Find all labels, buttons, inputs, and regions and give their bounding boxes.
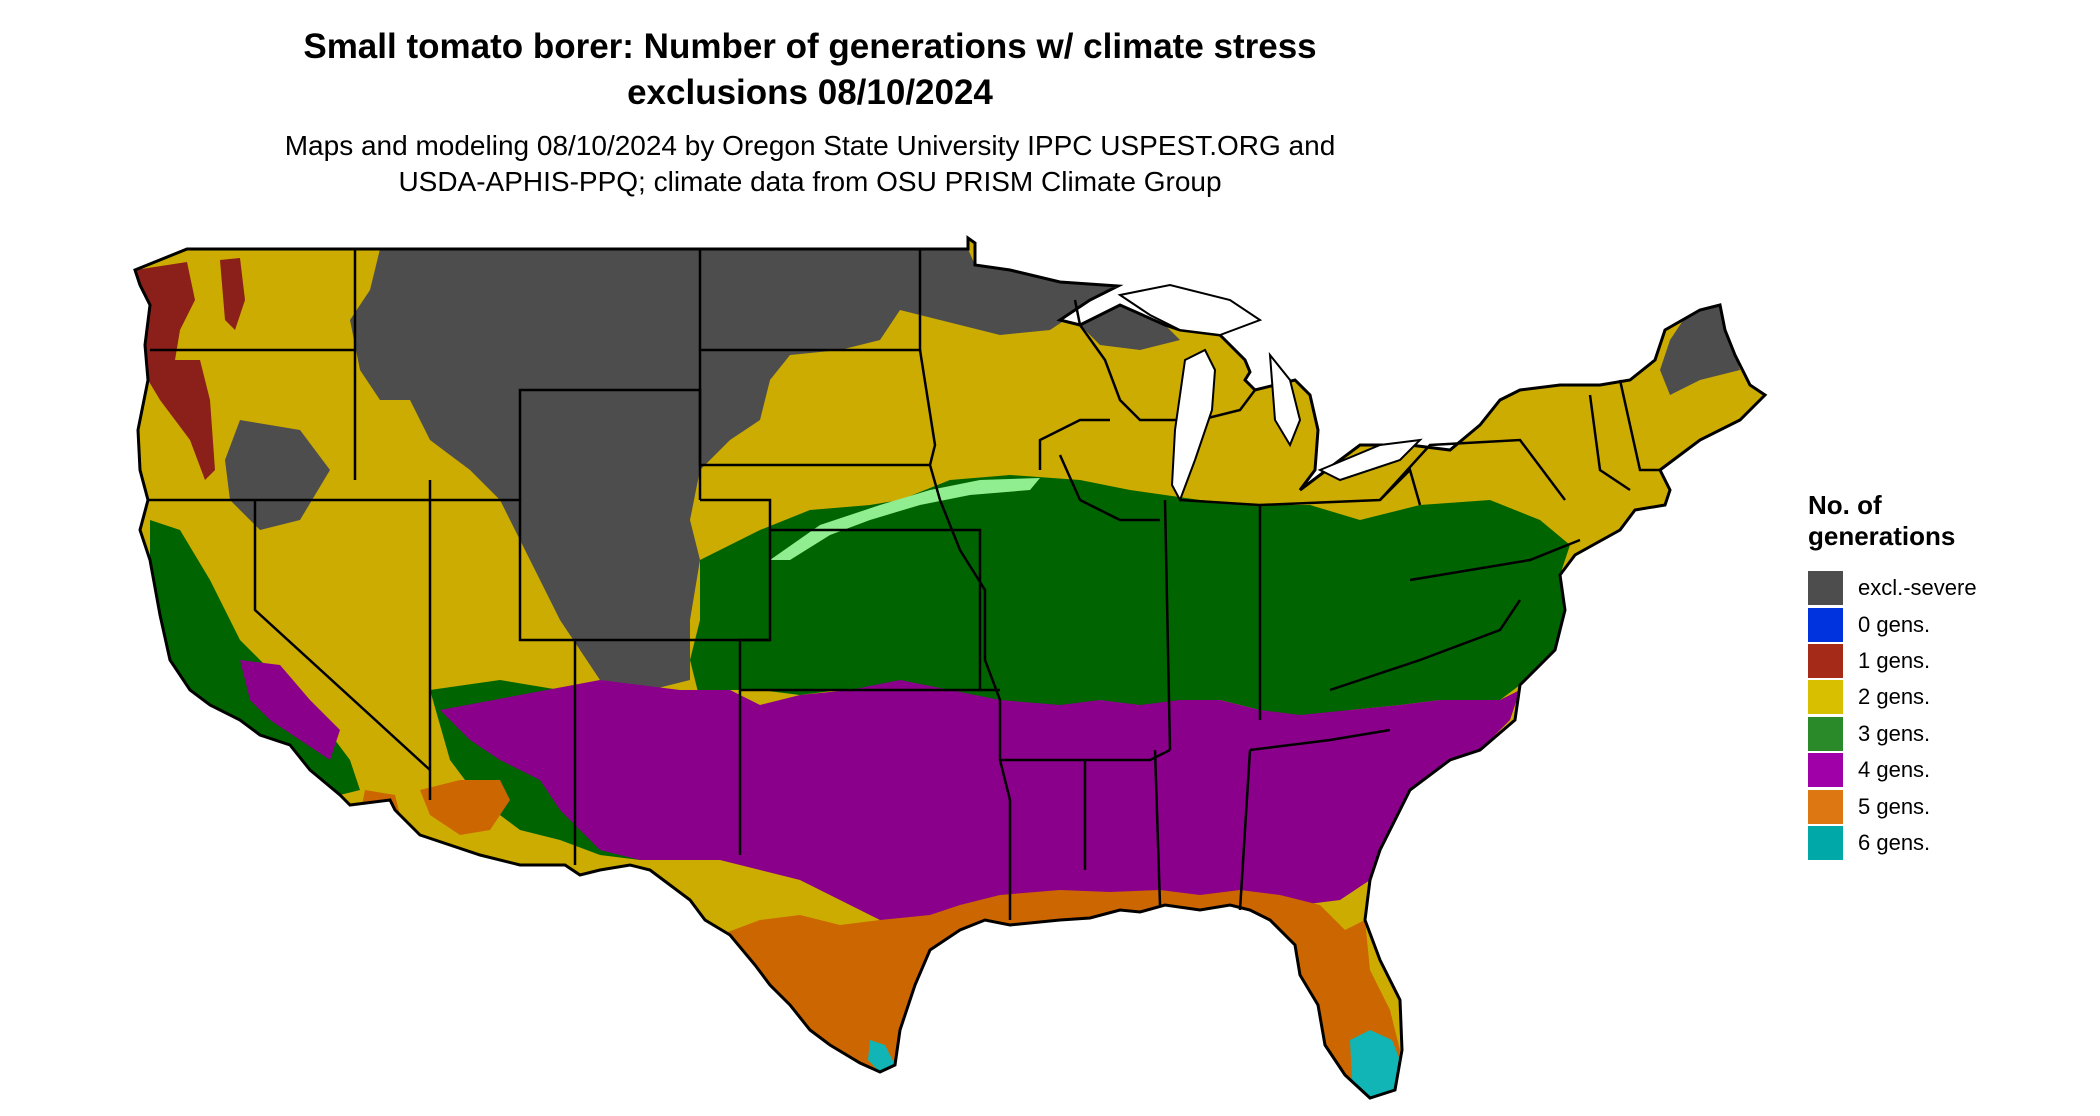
legend-title-line-2: generations: [1808, 521, 1956, 551]
legend-swatch-6-gens: [1808, 825, 1843, 860]
lake-superior: [1117, 283, 1263, 337]
zone-transition-fringe: [770, 478, 1040, 560]
legend-swatch-4-gens: [1808, 753, 1843, 788]
legend-item-6-gens: 6 gens.: [1808, 825, 2068, 861]
legend-swatch-5-gens: [1808, 789, 1843, 824]
zone-6-generations-florida: [1350, 1030, 1400, 1098]
zone-1-generation-cascades: [220, 258, 245, 330]
legend-item-4-gens: 4 gens.: [1808, 752, 2068, 788]
legend-item-1-gens: 1 gens.: [1808, 643, 2068, 679]
zone-5-generations-arizona: [420, 780, 510, 835]
lake-michigan: [1170, 348, 1217, 503]
zone-4-generations-california-desert: [240, 660, 340, 760]
legend-swatch-0-gens: [1808, 607, 1843, 642]
map-subtitle-line-1: Maps and modeling 08/10/2024 by Oregon S…: [284, 130, 1336, 161]
legend-label-2-gens: 2 gens.: [1858, 684, 1931, 710]
zone-5-generations-gulf: [720, 890, 1400, 1098]
legend-label-5-gens: 5 gens.: [1858, 793, 1931, 819]
zone-1-generation-pacific-nw: [135, 262, 215, 480]
legend-swatch-excluded: [1808, 571, 1843, 606]
legend-label-4-gens: 4 gens.: [1858, 757, 1931, 783]
map-title-line-1: Small tomato borer: Number of generation…: [303, 27, 1317, 66]
legend-title: No. of generations: [1808, 490, 2068, 552]
lake-erie: [1317, 438, 1423, 482]
legend-item-5-gens: 5 gens.: [1808, 788, 2068, 824]
legend-label-1-gens: 1 gens.: [1858, 647, 1931, 673]
zone-6-generations-texas: [868, 1040, 895, 1072]
state-boundaries: [148, 249, 1660, 920]
legend-swatch-1-gens: [1808, 643, 1843, 678]
zone-4-generations-south: [440, 680, 1520, 950]
legend-label-3-gens: 3 gens.: [1858, 720, 1931, 746]
map-subtitle-line-2: USDA-APHIS-PPQ; climate data from OSU PR…: [398, 166, 1222, 197]
zone-excluded-north-central: [350, 249, 1118, 690]
map-title-line-2: exclusions 08/10/2024: [627, 73, 993, 112]
legend-label-6-gens: 6 gens.: [1858, 829, 1931, 855]
map-legend: No. of generations excl.-severe 0 gens. …: [1808, 490, 2068, 861]
legend-swatch-3-gens: [1808, 716, 1843, 751]
legend-title-line-1: No. of: [1808, 490, 1882, 520]
zone-excluded-nevada: [225, 420, 330, 530]
legend-label-excluded: excl.-severe: [1858, 575, 1977, 601]
legend-swatch-2-gens: [1808, 680, 1843, 715]
zone-excluded-upper-michigan: [1080, 305, 1180, 350]
lake-huron: [1268, 351, 1302, 448]
zone-excluded-northeast: [1660, 305, 1740, 395]
legend-label-0-gens: 0 gens.: [1858, 611, 1931, 637]
legend-item-excluded: excl.-severe: [1808, 570, 2068, 606]
legend-item-0-gens: 0 gens.: [1808, 606, 2068, 642]
zone-3-generations-central: [690, 475, 1570, 720]
legend-item-3-gens: 3 gens.: [1808, 716, 2068, 752]
legend-item-2-gens: 2 gens.: [1808, 679, 2068, 715]
